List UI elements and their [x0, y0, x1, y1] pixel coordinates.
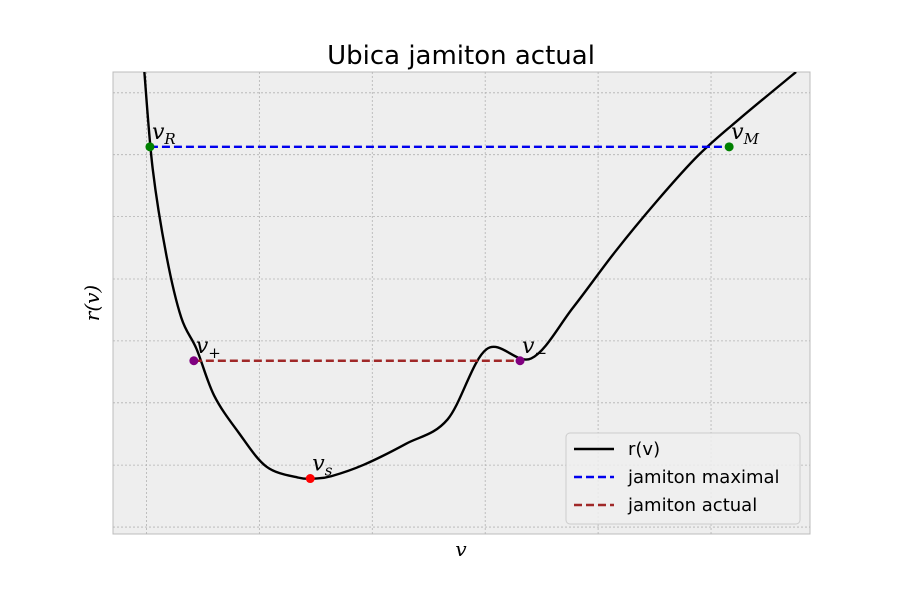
point-label: v+ — [196, 334, 221, 362]
point-marker — [145, 142, 155, 152]
legend-label: jamiton actual — [627, 495, 757, 516]
y-axis-label: r(v) — [80, 285, 104, 321]
legend: r(v) jamiton maximal jamiton actual — [565, 432, 801, 525]
legend-label: jamiton maximal — [627, 467, 780, 488]
point-marker — [305, 474, 315, 484]
point-label: vR — [152, 120, 176, 148]
legend-box — [565, 432, 801, 525]
point-marker — [724, 142, 734, 152]
point-label: vM — [731, 120, 759, 148]
series-layer — [143, 72, 797, 481]
chart-title: Ubica jamiton actual — [327, 41, 595, 71]
point-marker — [515, 356, 525, 366]
point-marker — [189, 356, 199, 366]
point-label: vs — [312, 452, 332, 480]
point-label: v− — [522, 334, 547, 362]
series-line-0 — [143, 72, 797, 481]
points-layer: vR vM v+ v− vs — [145, 120, 760, 484]
x-axis-label: v — [455, 537, 467, 561]
legend-label: r(v) — [628, 439, 660, 460]
